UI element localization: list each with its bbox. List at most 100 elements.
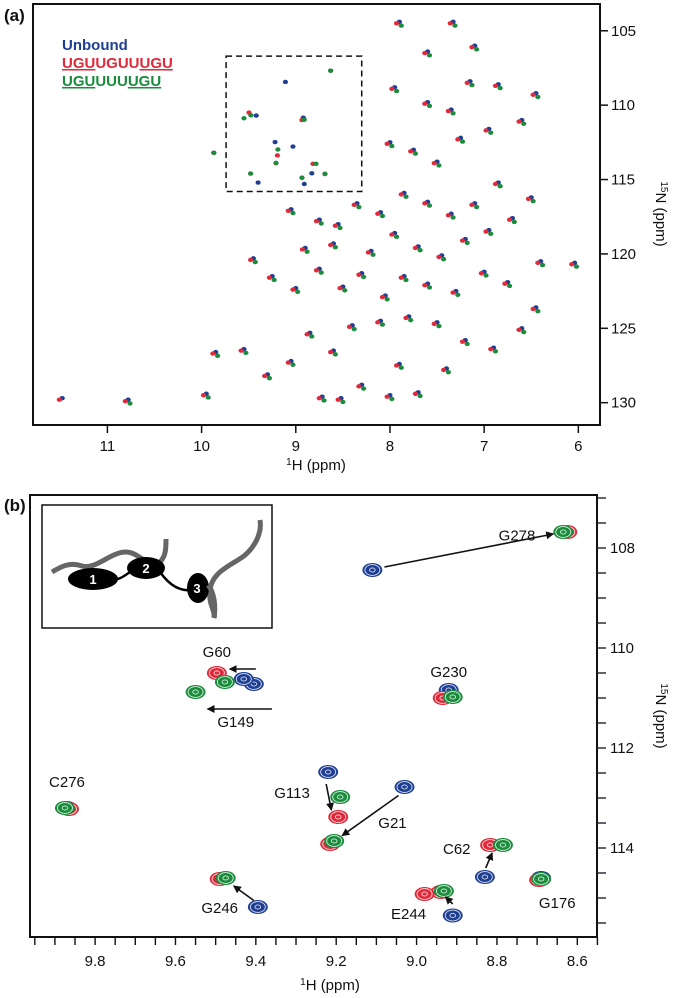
peak — [417, 393, 423, 399]
peak — [389, 143, 395, 149]
panel-a-y-axis: 105 110 115 120 125 130 — [600, 23, 636, 412]
peak — [422, 50, 428, 56]
contour-ring — [419, 889, 431, 899]
peak — [313, 161, 319, 166]
peak — [426, 285, 433, 290]
contour-peak — [414, 887, 435, 901]
peak — [426, 203, 433, 208]
peak — [247, 257, 254, 263]
peak — [379, 322, 386, 327]
x-tick-label: 9.4 — [245, 953, 266, 970]
peak — [304, 249, 310, 254]
y-tick-label: 125 — [611, 320, 636, 337]
shift-arrow — [232, 885, 255, 902]
contour-outer — [553, 525, 574, 539]
peak — [488, 130, 494, 135]
contour-ring — [449, 913, 456, 918]
peak — [426, 103, 433, 109]
peak — [450, 215, 456, 220]
contour-ring — [187, 686, 204, 698]
contour-outer — [318, 765, 339, 779]
contour-outer — [185, 685, 206, 699]
peak — [469, 202, 475, 208]
panel-a: (a) 11 10 9 8 7 6 105 110 115 120 125 130 1H (ppm)… — [4, 3, 670, 474]
contour-outer — [215, 871, 236, 885]
contour-outer — [442, 690, 463, 704]
peak — [290, 362, 296, 367]
legend-entry: UGUUGUUUGU — [62, 55, 173, 72]
contour-ring — [447, 692, 459, 702]
contour-ring — [211, 668, 223, 678]
peak — [497, 85, 503, 91]
residue-labels: G278 G60 G149 G230 C276 G113 G21 C62 G176 E244 G24… — [49, 528, 576, 924]
contour-ring — [332, 812, 344, 822]
peak — [328, 242, 334, 248]
peak — [238, 348, 244, 353]
peak — [469, 82, 475, 88]
peak — [521, 329, 527, 335]
contour-ring — [533, 873, 550, 885]
peak — [205, 395, 211, 400]
peak — [200, 393, 207, 398]
peak — [483, 273, 489, 278]
rna-strand-1 — [50, 538, 169, 575]
panel-a-x-axis: 11 10 9 8 7 6 — [100, 425, 583, 455]
contour-peak — [185, 685, 206, 699]
peak — [506, 217, 513, 222]
contour-peak — [474, 870, 495, 884]
peak — [285, 360, 291, 365]
peak — [511, 219, 517, 225]
peak — [384, 141, 390, 147]
peak — [464, 341, 470, 347]
y-tick-label: 115 — [611, 172, 635, 189]
peak — [253, 113, 259, 118]
peak — [412, 245, 418, 251]
peak — [301, 181, 307, 187]
peak — [389, 86, 395, 91]
x-tick-label: 9.0 — [406, 953, 427, 970]
peak — [332, 223, 338, 228]
peak — [403, 277, 409, 283]
peak — [393, 21, 400, 26]
peak — [478, 271, 484, 276]
peak — [431, 160, 437, 166]
peak — [488, 346, 494, 352]
residue-label: G278 — [499, 528, 536, 545]
peak — [337, 225, 343, 231]
contour-outer — [414, 887, 435, 901]
contour-peak — [553, 525, 574, 539]
peak — [365, 250, 371, 255]
panel-a-peaks — [56, 19, 580, 406]
peak — [332, 352, 338, 357]
peak — [318, 221, 324, 226]
peak — [384, 394, 390, 399]
peak — [506, 283, 513, 289]
contour-ring — [320, 766, 337, 778]
peak — [535, 94, 541, 100]
peak — [436, 323, 442, 329]
peak — [275, 147, 281, 152]
contour-peak — [233, 672, 254, 686]
x-tick-label: 10 — [193, 438, 210, 455]
peak — [266, 375, 273, 381]
contour-ring — [537, 876, 545, 882]
peak — [464, 240, 470, 245]
contour-peak — [324, 834, 345, 848]
contour-ring — [326, 835, 343, 847]
x-tick-label: 11 — [100, 438, 116, 455]
peak — [393, 88, 400, 94]
peak — [328, 68, 334, 73]
peak — [441, 256, 447, 262]
contour-ring — [322, 767, 334, 777]
contour-ring — [249, 901, 266, 913]
peak — [502, 281, 508, 286]
legend-entry-part: UGU — [140, 55, 173, 72]
y-tick-label: 114 — [610, 840, 634, 857]
peak — [445, 369, 451, 375]
contour-ring — [369, 567, 376, 573]
peak — [412, 391, 418, 396]
contour-ring — [334, 814, 342, 820]
residue-label: G149 — [217, 714, 254, 731]
x-tick-label: 9.6 — [165, 953, 186, 970]
